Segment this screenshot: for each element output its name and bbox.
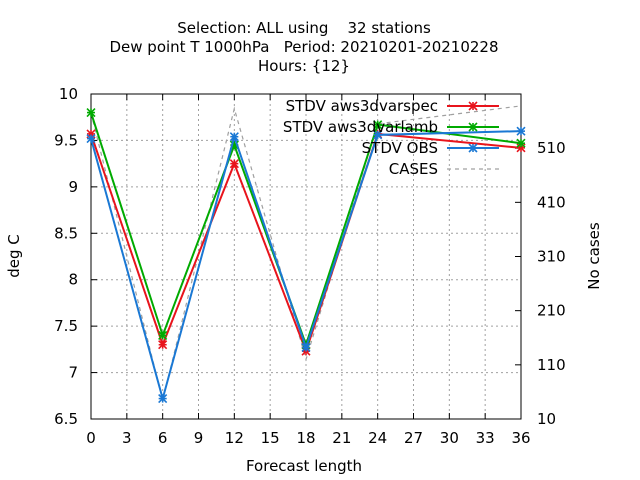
series-layer: [86, 105, 526, 404]
x-tick-label: 33: [476, 429, 495, 447]
y2-tick-label: 10: [537, 410, 556, 428]
legend-label-stdv-obs: STDV OBS: [362, 139, 438, 157]
data-point-stdv-aws3dvarspec: [158, 340, 168, 350]
y-tick-label: 8.5: [54, 224, 78, 242]
y2-tick-label: 110: [537, 356, 566, 374]
y2-axis-label: No cases: [585, 222, 603, 290]
legend-label-cases: CASES: [389, 160, 438, 178]
data-point-stdv-obs: [229, 132, 239, 142]
legend-marker-stdv-aws3dvarspec: [468, 101, 478, 111]
y2-tick-label: 210: [537, 302, 566, 320]
x-tick-label: 36: [511, 429, 530, 447]
series-line-stdv-obs: [90, 130, 522, 403]
y-axis-label: deg C: [5, 234, 23, 278]
x-axis: 0 3 6 9 12 15 18 21 24 27 30 33 36: [86, 94, 531, 447]
x-tick-label: 21: [332, 429, 351, 447]
y2-tick-label: 510: [537, 139, 566, 157]
legend: STDV aws3dvarspec STDV aws3dvarlamb STDV O…: [283, 97, 499, 178]
title-line-1: Selection: ALL using 32 stations: [177, 19, 431, 37]
title-line-3: Hours: {12}: [258, 57, 350, 75]
y-tick-label: 9.5: [54, 131, 78, 149]
x-tick-label: 27: [404, 429, 423, 447]
title-line-2: Dew point T 1000hPa Period: 20210201-202…: [109, 38, 498, 56]
x-tick-label: 24: [368, 429, 387, 447]
series-line-stdv-aws3dvarspec: [90, 132, 522, 355]
y2-tick-label: 410: [537, 193, 566, 211]
legend-marker-stdv-aws3dvarlamb: [468, 122, 478, 132]
y-tick-label: 7: [68, 364, 78, 382]
x-tick-label: 3: [122, 429, 132, 447]
gridlines: [91, 94, 521, 419]
data-point-stdv-obs: [86, 134, 96, 144]
legend-marker-stdv-obs: [468, 143, 478, 153]
x-tick-label: 30: [440, 429, 459, 447]
legend-label-stdv-aws3dvarspec: STDV aws3dvarspec: [286, 97, 438, 115]
y-tick-label: 8: [68, 271, 78, 289]
x-tick-label: 0: [86, 429, 96, 447]
x-tick-label: 12: [225, 429, 244, 447]
data-point-stdv-aws3dvarlamb: [86, 108, 96, 118]
y-axis: 6.5 7 7.5 8 8.5 9 9.5 10: [54, 85, 97, 428]
data-point-stdv-obs: [516, 126, 526, 136]
data-point-stdv-aws3dvarspec: [229, 159, 239, 169]
data-point-stdv-aws3dvarlamb: [516, 138, 526, 148]
y-tick-label: 6.5: [54, 410, 78, 428]
y-tick-label: 9: [68, 178, 78, 196]
data-point-stdv-obs: [301, 342, 311, 353]
y2-axis: 10 110 210 310 410 510: [515, 139, 566, 428]
data-point-stdv-aws3dvarlamb: [158, 330, 168, 340]
y-tick-label: 7.5: [54, 317, 78, 335]
y2-tick-label: 310: [537, 248, 566, 266]
data-point-stdv-obs: [373, 130, 383, 140]
x-tick-label: 9: [194, 429, 204, 447]
x-axis-label: Forecast length: [246, 457, 362, 475]
data-point-stdv-aws3dvarlamb: [373, 120, 383, 130]
x-tick-label: 18: [296, 429, 315, 447]
legend-label-stdv-aws3dvarlamb: STDV aws3dvarlamb: [283, 118, 438, 136]
data-point-stdv-obs: [158, 394, 168, 404]
y-tick-label: 10: [59, 85, 78, 103]
x-tick-label: 15: [261, 429, 280, 447]
x-tick-label: 6: [158, 429, 168, 447]
